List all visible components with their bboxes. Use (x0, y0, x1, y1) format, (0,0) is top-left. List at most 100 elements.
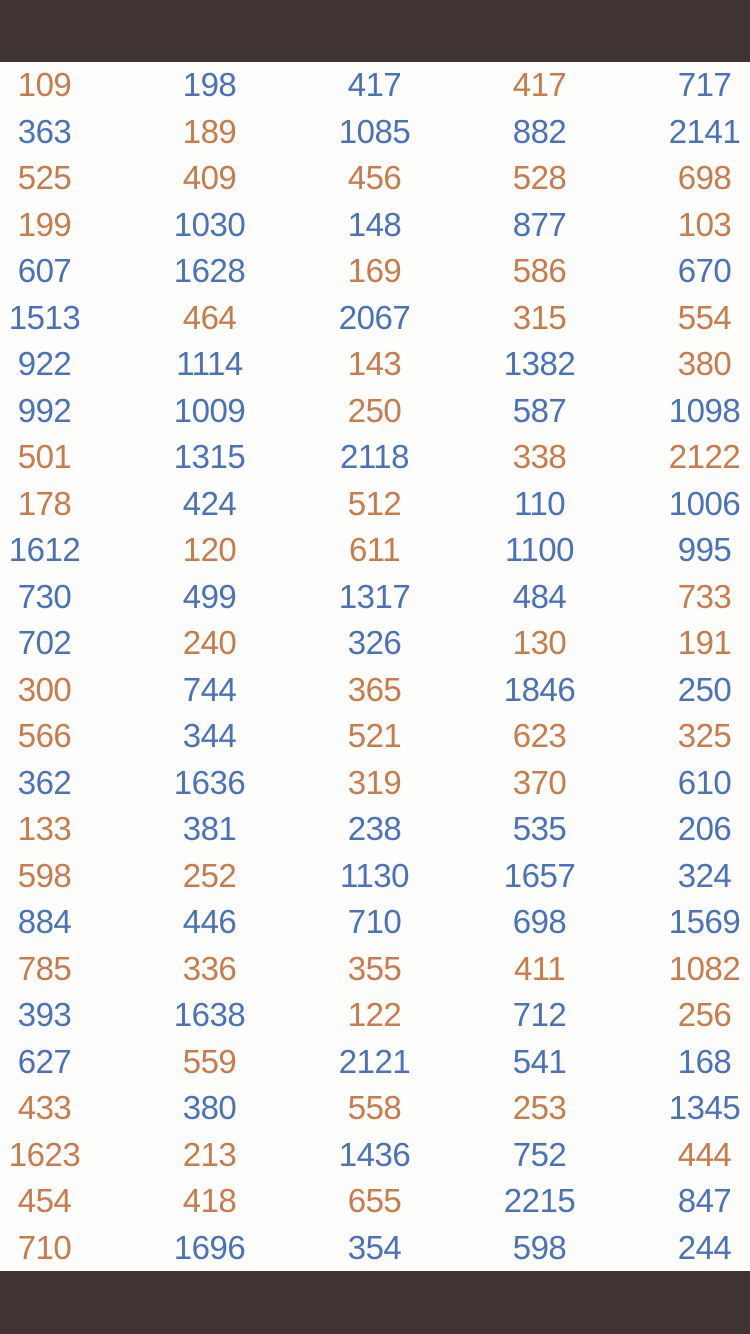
table-cell[interactable]: 454 (17, 1182, 72, 1220)
table-cell[interactable]: 884 (17, 903, 72, 941)
table-cell[interactable]: 338 (512, 438, 567, 476)
table-cell[interactable]: 717 (677, 66, 732, 104)
table-cell[interactable]: 484 (512, 577, 567, 615)
table-cell[interactable]: 409 (182, 159, 237, 197)
table-cell[interactable]: 554 (677, 298, 732, 336)
table-cell[interactable]: 380 (677, 345, 732, 383)
table-cell[interactable]: 623 (512, 717, 567, 755)
table-cell[interactable]: 433 (17, 1089, 72, 1127)
table-cell[interactable]: 168 (677, 1042, 732, 1080)
table-cell[interactable]: 238 (347, 810, 402, 848)
table-cell[interactable]: 2122 (668, 438, 741, 476)
table-cell[interactable]: 847 (677, 1182, 732, 1220)
table-cell[interactable]: 1315 (173, 438, 246, 476)
table-cell[interactable]: 528 (512, 159, 567, 197)
table-cell[interactable]: 148 (347, 205, 402, 243)
table-cell[interactable]: 256 (677, 996, 732, 1034)
table-cell[interactable]: 627 (17, 1042, 72, 1080)
table-cell[interactable]: 995 (677, 531, 732, 569)
table-cell[interactable]: 992 (17, 391, 72, 429)
table-cell[interactable]: 120 (182, 531, 237, 569)
table-cell[interactable]: 922 (17, 345, 72, 383)
table-cell[interactable]: 213 (182, 1135, 237, 1173)
table-cell[interactable]: 882 (512, 112, 567, 150)
table-cell[interactable]: 1317 (338, 577, 411, 615)
table-cell[interactable]: 512 (347, 484, 402, 522)
table-cell[interactable]: 1030 (173, 205, 246, 243)
table-cell[interactable]: 122 (347, 996, 402, 1034)
table-cell[interactable]: 744 (182, 670, 237, 708)
table-cell[interactable]: 370 (512, 763, 567, 801)
table-cell[interactable]: 362 (17, 763, 72, 801)
table-cell[interactable]: 1085 (338, 112, 411, 150)
table-cell[interactable]: 464 (182, 298, 237, 336)
table-cell[interactable]: 191 (677, 624, 732, 662)
table-cell[interactable]: 2141 (668, 112, 741, 150)
table-cell[interactable]: 712 (512, 996, 567, 1034)
table-cell[interactable]: 877 (512, 205, 567, 243)
table-cell[interactable]: 169 (347, 252, 402, 290)
table-cell[interactable]: 344 (182, 717, 237, 755)
table-cell[interactable]: 566 (17, 717, 72, 755)
table-cell[interactable]: 1082 (668, 949, 741, 987)
table-cell[interactable]: 424 (182, 484, 237, 522)
table-cell[interactable]: 702 (17, 624, 72, 662)
table-cell[interactable]: 1628 (173, 252, 246, 290)
table-cell[interactable]: 380 (182, 1089, 237, 1127)
table-cell[interactable]: 178 (17, 484, 72, 522)
table-cell[interactable]: 244 (677, 1228, 732, 1266)
table-cell[interactable]: 354 (347, 1228, 402, 1266)
table-cell[interactable]: 586 (512, 252, 567, 290)
table-cell[interactable]: 2067 (338, 298, 411, 336)
table-cell[interactable]: 336 (182, 949, 237, 987)
table-cell[interactable]: 110 (513, 484, 566, 522)
table-cell[interactable]: 698 (677, 159, 732, 197)
table-cell[interactable]: 324 (677, 856, 732, 894)
table-cell[interactable]: 109 (17, 66, 72, 104)
table-cell[interactable]: 130 (512, 624, 567, 662)
table-cell[interactable]: 598 (17, 856, 72, 894)
table-cell[interactable]: 198 (182, 66, 237, 104)
table-cell[interactable]: 1130 (340, 856, 409, 894)
table-cell[interactable]: 785 (17, 949, 72, 987)
table-cell[interactable]: 611 (348, 531, 401, 569)
table-cell[interactable]: 1636 (173, 763, 246, 801)
table-cell[interactable]: 444 (677, 1135, 732, 1173)
table-cell[interactable]: 253 (512, 1089, 567, 1127)
table-cell[interactable]: 103 (677, 205, 732, 243)
table-cell[interactable]: 189 (182, 112, 237, 150)
table-cell[interactable]: 535 (512, 810, 567, 848)
table-cell[interactable]: 1846 (503, 670, 576, 708)
table-cell[interactable]: 411 (513, 949, 566, 987)
table-cell[interactable]: 355 (347, 949, 402, 987)
table-cell[interactable]: 365 (347, 670, 402, 708)
table-cell[interactable]: 143 (347, 345, 402, 383)
table-cell[interactable]: 1612 (8, 531, 81, 569)
table-cell[interactable]: 1436 (338, 1135, 411, 1173)
table-cell[interactable]: 240 (182, 624, 237, 662)
table-cell[interactable]: 1114 (176, 345, 243, 383)
table-cell[interactable]: 250 (347, 391, 402, 429)
table-cell[interactable]: 541 (512, 1042, 567, 1080)
table-cell[interactable]: 655 (347, 1182, 402, 1220)
table-cell[interactable]: 2118 (340, 438, 409, 476)
table-cell[interactable]: 698 (512, 903, 567, 941)
table-cell[interactable]: 1345 (668, 1089, 741, 1127)
table-cell[interactable]: 607 (17, 252, 72, 290)
table-cell[interactable]: 250 (677, 670, 732, 708)
table-cell[interactable]: 363 (17, 112, 72, 150)
table-cell[interactable]: 206 (677, 810, 732, 848)
table-cell[interactable]: 1009 (173, 391, 246, 429)
table-cell[interactable]: 1696 (173, 1228, 246, 1266)
table-cell[interactable]: 417 (512, 66, 567, 104)
table-cell[interactable]: 501 (17, 438, 72, 476)
table-cell[interactable]: 1006 (668, 484, 741, 522)
table-cell[interactable]: 1657 (503, 856, 576, 894)
table-cell[interactable]: 1638 (173, 996, 246, 1034)
table-cell[interactable]: 325 (677, 717, 732, 755)
table-cell[interactable]: 598 (512, 1228, 567, 1266)
table-cell[interactable]: 670 (677, 252, 732, 290)
table-cell[interactable]: 499 (182, 577, 237, 615)
table-cell[interactable]: 525 (17, 159, 72, 197)
table-cell[interactable]: 418 (182, 1182, 237, 1220)
